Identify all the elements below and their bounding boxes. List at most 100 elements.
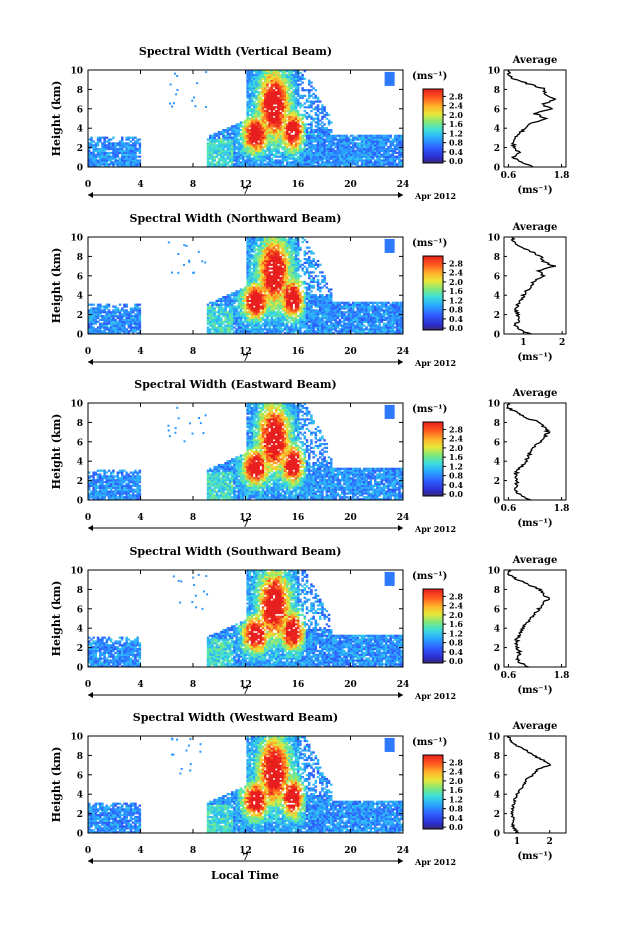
heatmap-cell	[246, 140, 249, 143]
heatmap-cell	[211, 311, 214, 314]
heatmap-cell	[275, 288, 278, 291]
heatmap-cell	[259, 288, 263, 291]
heatmap-cell	[136, 140, 139, 143]
heatmap-cell	[288, 96, 291, 99]
heatmap-cell	[297, 254, 300, 257]
heatmap-cell	[290, 296, 293, 299]
heatmap-cell	[288, 309, 291, 312]
heatmap-cell	[305, 240, 309, 244]
heatmap-cell	[242, 121, 245, 124]
heatmap-cell	[316, 330, 320, 333]
heatmap-cell	[398, 142, 401, 145]
heatmap-cell	[389, 140, 392, 143]
heatmap-cell	[235, 324, 238, 327]
heatmap-cell	[92, 309, 95, 312]
heatmap-cell	[352, 157, 355, 160]
heatmap-cell	[92, 157, 95, 160]
heatmap-cell	[253, 309, 256, 312]
heatmap-cell	[279, 278, 282, 282]
heatmap-cell	[371, 146, 375, 149]
heatmap-cell	[224, 136, 227, 139]
heatmap-cell	[90, 332, 93, 335]
heatmap-cell	[257, 324, 260, 327]
heatmap-cell	[319, 296, 322, 299]
heatmap-cell	[264, 110, 267, 113]
heatmap-cell	[112, 322, 115, 325]
heatmap-cell	[268, 305, 271, 308]
x-tick-label: 8	[190, 180, 196, 190]
heatmap-cell	[275, 263, 278, 266]
heatmap-cell	[310, 100, 313, 103]
heatmap-cell	[253, 332, 256, 335]
heatmap-cell	[253, 324, 256, 327]
heatmap-cell	[270, 165, 274, 168]
heatmap-cell	[217, 140, 221, 143]
heatmap-cell	[259, 75, 263, 78]
heatmap-cell	[316, 280, 320, 283]
heatmap-cell	[211, 159, 214, 162]
heatmap-cell	[393, 161, 397, 164]
heatmap-cell	[281, 330, 285, 333]
heatmap-cell	[209, 316, 212, 320]
heatmap-cell	[319, 153, 322, 156]
heatmap-cell	[257, 250, 260, 253]
heatmap-cell	[261, 273, 265, 276]
heatmap-cell	[305, 290, 309, 293]
heatmap-cell	[393, 136, 397, 139]
heatmap-cell	[246, 83, 249, 86]
heatmap-cell	[261, 261, 265, 264]
heatmap-cell	[253, 278, 256, 282]
heatmap-cell	[246, 104, 249, 107]
heatmap-cell	[360, 148, 364, 151]
heatmap-cell	[103, 140, 106, 143]
heatmap-cell	[283, 146, 287, 149]
heatmap-cell	[261, 108, 265, 111]
heatmap-cell	[305, 144, 309, 147]
heatmap-cell	[105, 144, 109, 147]
heatmap-cell	[279, 288, 282, 291]
heatmap-cell	[222, 163, 225, 166]
heatmap-cell	[231, 165, 234, 168]
heatmap-cell	[277, 248, 280, 251]
heatmap-cell	[94, 320, 98, 323]
heatmap-cell	[275, 134, 278, 137]
heatmap-cell	[246, 77, 249, 80]
heatmap-cell	[239, 151, 243, 154]
heatmap-cell	[288, 286, 291, 289]
heatmap-cell	[266, 313, 269, 316]
heatmap-cell	[237, 149, 241, 153]
heatmap-cell	[217, 149, 221, 153]
heatmap-cell	[96, 313, 100, 316]
heatmap-cell	[248, 265, 252, 268]
heatmap-cell	[275, 326, 278, 329]
heatmap-cell	[376, 155, 379, 158]
heatmap-cell	[239, 320, 243, 323]
heatmap-cell	[255, 146, 258, 149]
heatmap-cell	[314, 267, 318, 270]
heatmap-cell	[237, 132, 241, 135]
heatmap-cell	[264, 130, 267, 134]
heatmap-cell	[235, 315, 238, 318]
heatmap-cell	[213, 148, 216, 151]
heatmap-cell	[347, 148, 351, 151]
heatmap-cell	[253, 83, 256, 86]
heatmap-cell	[316, 163, 320, 166]
heatmap-cell	[297, 136, 300, 139]
heatmap-cell	[286, 309, 289, 312]
heatmap-cell	[292, 313, 296, 316]
heatmap-cell	[96, 138, 100, 141]
heatmap-cell	[209, 140, 212, 143]
heatmap-cell	[301, 130, 304, 134]
heatmap-cell	[248, 104, 252, 107]
heatmap-cell	[294, 288, 298, 291]
heatmap-cell	[270, 296, 274, 299]
heatmap-cell	[244, 134, 247, 137]
heatmap-cell	[261, 316, 265, 320]
heatmap-cell	[275, 244, 278, 247]
heatmap-cell	[123, 313, 126, 316]
heatmap-cell	[279, 261, 282, 264]
heatmap-cell	[246, 237, 249, 240]
heatmap-cell	[305, 307, 309, 310]
heatmap-cell	[270, 330, 274, 333]
heatmap-cell	[112, 311, 115, 314]
